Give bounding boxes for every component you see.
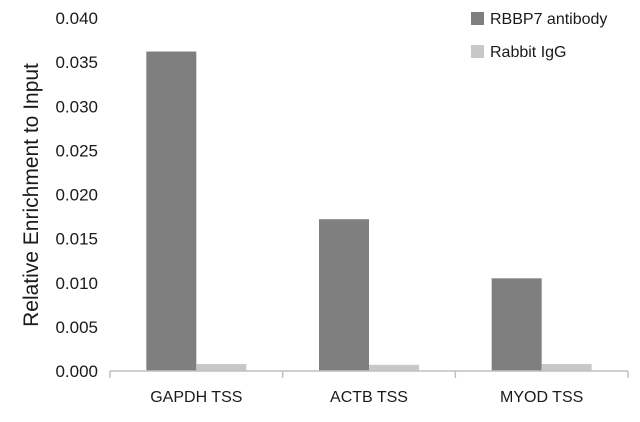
- legend: RBBP7 antibody Rabbit IgG: [471, 11, 607, 61]
- x-tick-label: MYOD TSS: [500, 389, 583, 406]
- legend-swatch: [471, 12, 484, 25]
- y-tick-label: 0.030: [55, 97, 98, 116]
- y-axis-label: Relative Enrichment to Input: [20, 63, 43, 327]
- y-tick-label: 0.020: [55, 186, 98, 205]
- bar-igg: [369, 364, 419, 371]
- y-tick-label: 0.015: [55, 230, 98, 249]
- y-axis: 0.000 0.005 0.010 0.015 0.020 0.025 0.030 0.035…: [55, 9, 98, 381]
- bar-igg: [541, 363, 592, 371]
- legend-label: RBBP7 antibody: [490, 11, 607, 28]
- y-tick-label: 0.040: [55, 9, 98, 28]
- y-tick-label: 0.005: [55, 318, 98, 337]
- legend-swatch: [471, 45, 484, 58]
- y-tick-label: 0.010: [55, 274, 98, 293]
- x-tick-label: GAPDH TSS: [150, 389, 242, 406]
- bar-antibody: [319, 219, 369, 371]
- y-tick-label: 0.025: [55, 141, 98, 160]
- x-axis: GAPDH TSS ACTB TSS MYOD TSS: [109, 370, 629, 406]
- bars-group: [146, 51, 592, 371]
- bar-igg: [196, 363, 247, 371]
- bar-antibody: [146, 51, 197, 371]
- y-tick-label: 0.000: [55, 362, 98, 381]
- x-tick-label: ACTB TSS: [330, 389, 408, 406]
- legend-label: Rabbit IgG: [490, 44, 566, 61]
- y-tick-label: 0.035: [55, 53, 98, 72]
- bar-antibody: [491, 278, 542, 371]
